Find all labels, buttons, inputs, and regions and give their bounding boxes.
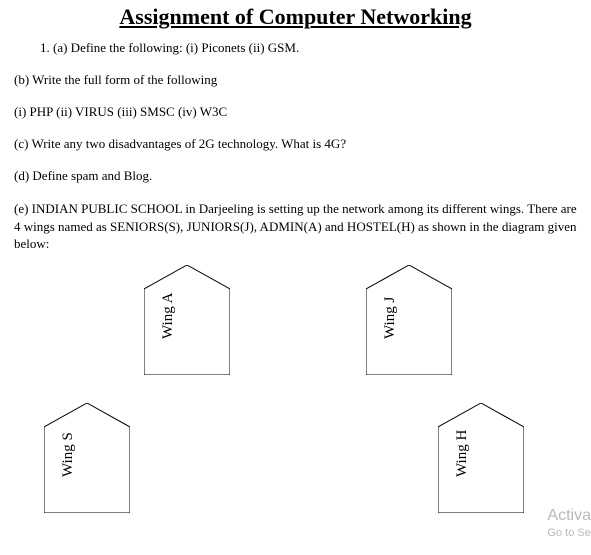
wing-a-label: Wing A bbox=[160, 292, 177, 338]
wing-h-label: Wing H bbox=[454, 429, 471, 476]
wing-a-shape: Wing A bbox=[144, 265, 230, 375]
question-c: (c) Write any two disadvantages of 2G te… bbox=[14, 136, 577, 152]
page-title: Assignment of Computer Networking bbox=[0, 0, 591, 40]
wing-s-label: Wing S bbox=[60, 432, 77, 477]
question-1a: 1. (a) Define the following: (i) Piconet… bbox=[14, 40, 577, 56]
wing-j-label: Wing J bbox=[382, 296, 399, 338]
content-area: 1. (a) Define the following: (i) Piconet… bbox=[0, 40, 591, 525]
watermark-line2: Go to Se bbox=[547, 527, 591, 539]
question-b: (b) Write the full form of the following bbox=[14, 72, 577, 88]
question-e: (e) INDIAN PUBLIC SCHOOL in Darjeeling i… bbox=[14, 200, 577, 253]
wing-h-shape: Wing H bbox=[438, 403, 524, 513]
question-b-sub: (i) PHP (ii) VIRUS (iii) SMSC (iv) W3C bbox=[14, 104, 577, 120]
wing-s-shape: Wing S bbox=[44, 403, 130, 513]
question-d: (d) Define spam and Blog. bbox=[14, 168, 577, 184]
wings-diagram: Wing A Wing J Wing S Wing H bbox=[14, 265, 577, 525]
wing-j-shape: Wing J bbox=[366, 265, 452, 375]
